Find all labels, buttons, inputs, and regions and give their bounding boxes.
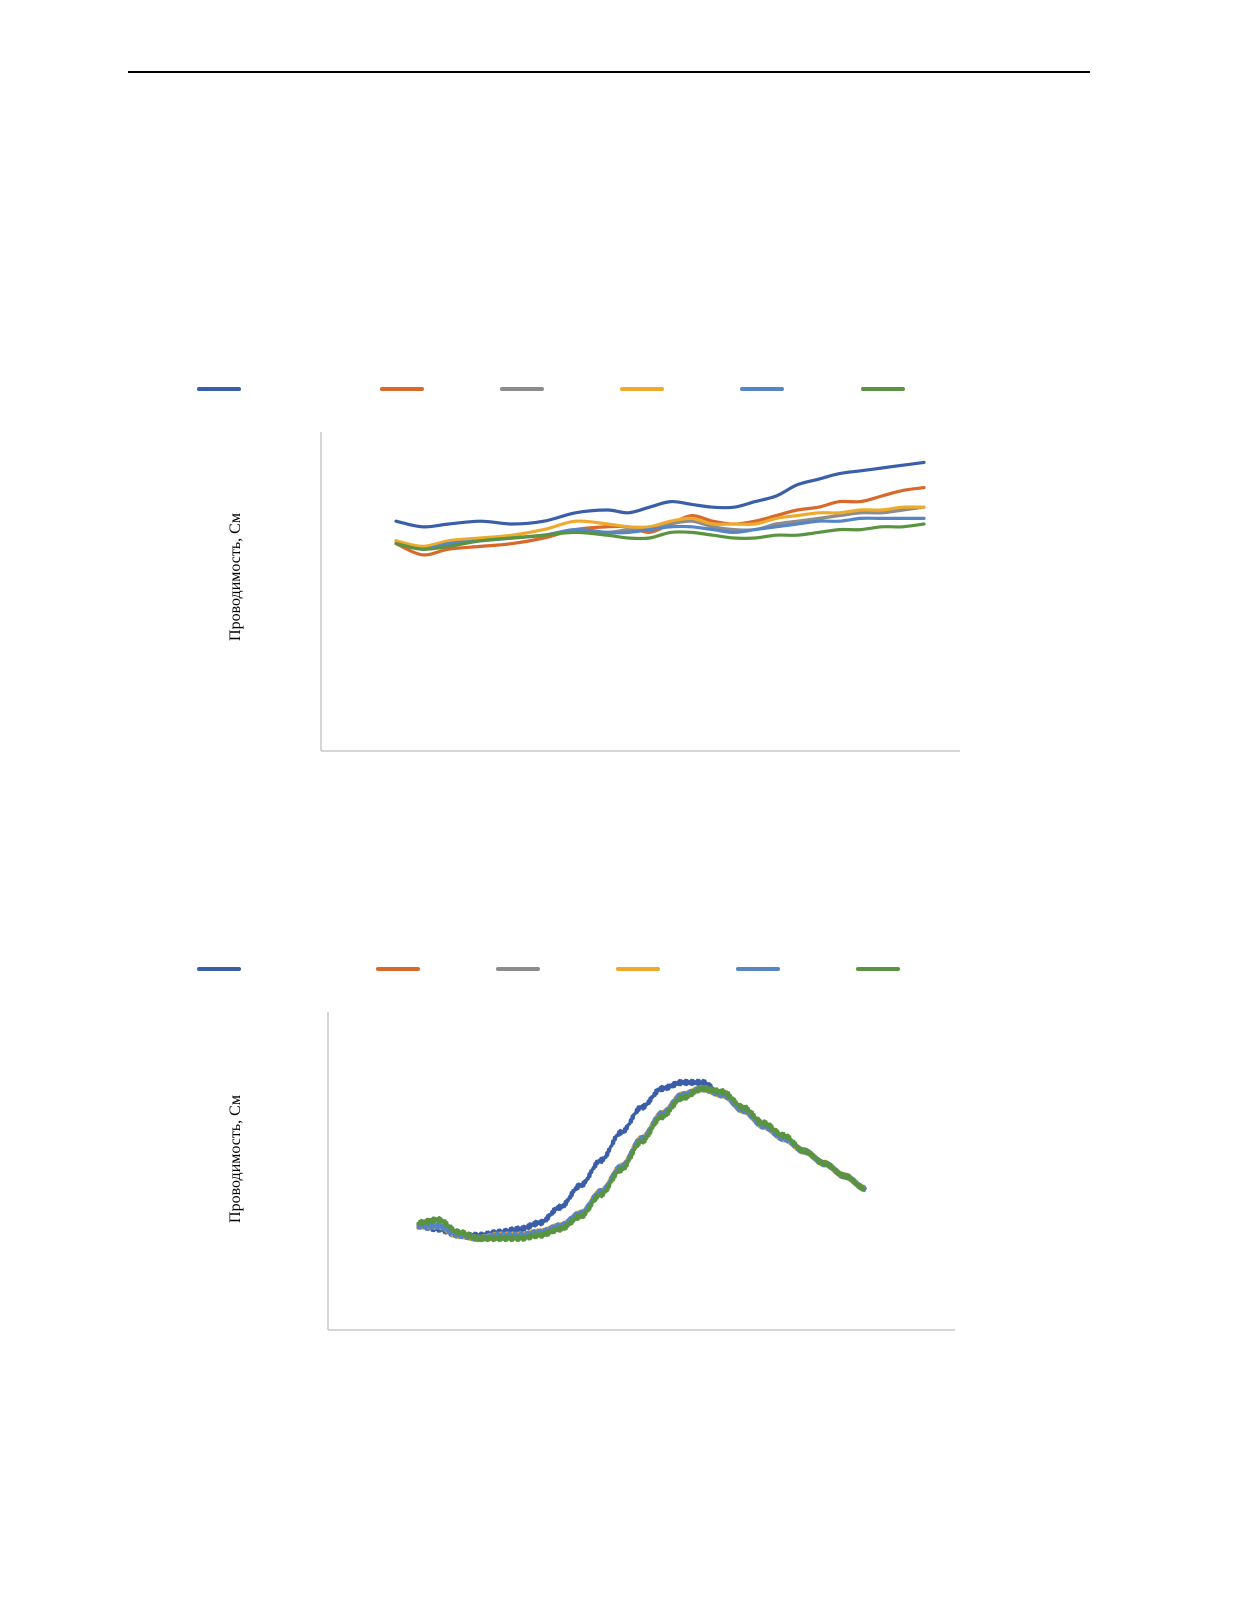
legend-line-series-1	[197, 387, 241, 391]
legend-line-series-2	[380, 387, 424, 391]
series-line-4	[416, 1085, 867, 1242]
legend-line-series-4	[616, 967, 660, 971]
legend-line-series-6	[861, 387, 905, 391]
series-line-1	[394, 460, 926, 529]
chart-1-plot	[320, 432, 960, 752]
header-rule	[128, 71, 1090, 73]
legend-line-series-1	[197, 967, 241, 971]
series-line-4	[394, 505, 926, 548]
legend-line-series-5	[740, 387, 784, 391]
legend-line-series-6	[856, 967, 900, 971]
legend-line-series-5	[736, 967, 780, 971]
legend-line-series-2	[376, 967, 420, 971]
chart-2-plot	[327, 1012, 955, 1331]
series-line-6	[394, 522, 926, 551]
legend-line-series-4	[620, 387, 664, 391]
series-line-2	[394, 486, 926, 557]
legend-line-series-3	[496, 967, 540, 971]
chart-1: Проводимость, См	[0, 370, 1240, 790]
series-line-6	[416, 1085, 867, 1243]
chart-2: Проводимость, См	[0, 950, 1240, 1370]
series-line-1	[416, 1078, 867, 1239]
legend-line-series-3	[500, 387, 544, 391]
